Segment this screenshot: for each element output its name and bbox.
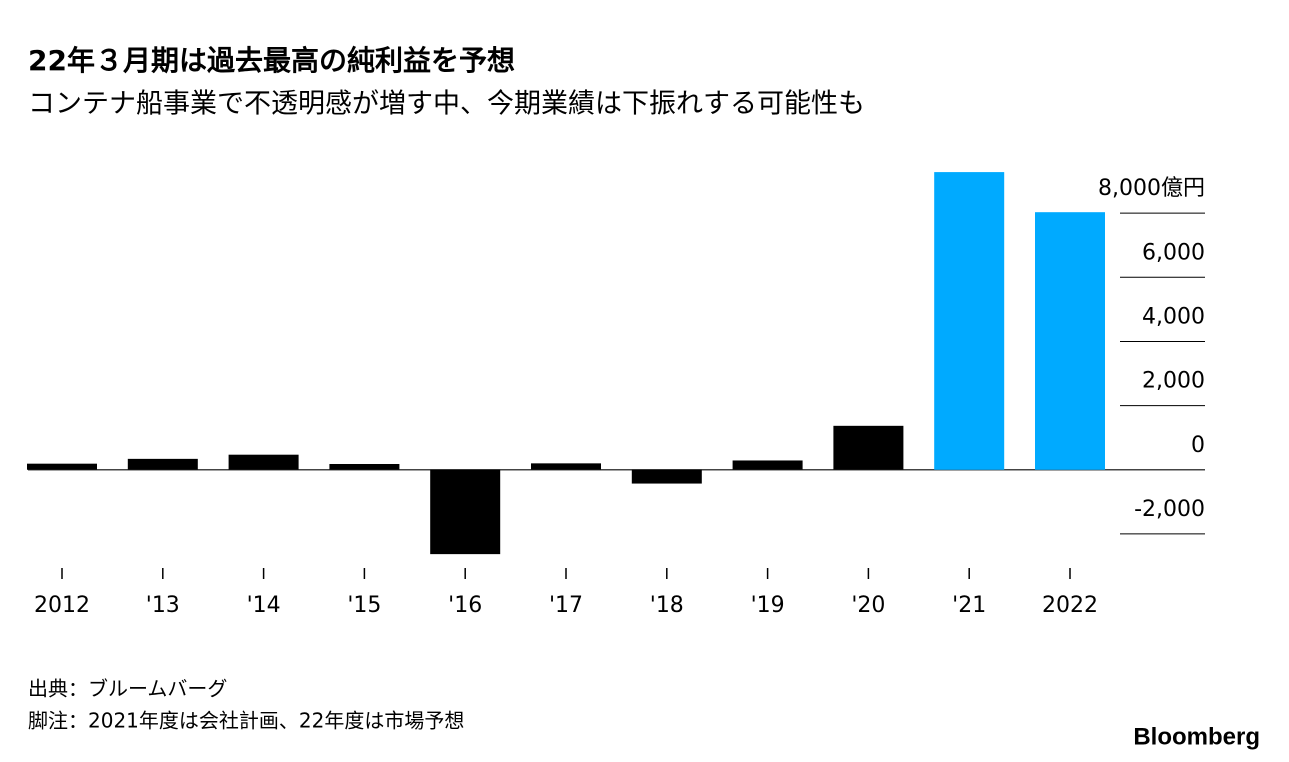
- x-tick-label: '21: [952, 593, 986, 618]
- source: 出典：ブルームバーグ: [28, 677, 227, 701]
- x-tick-label: '18: [650, 593, 684, 618]
- x-tick-label: '13: [146, 593, 180, 618]
- bar: [430, 469, 501, 555]
- bar: [127, 458, 198, 470]
- x-tick-label: '16: [448, 593, 482, 618]
- x-tick-label: 2022: [1042, 593, 1098, 618]
- bar: [27, 463, 97, 470]
- y-tick-label: 4,000: [1142, 304, 1205, 329]
- y-tick-label: 6,000: [1142, 240, 1205, 265]
- y-tick-label: 0: [1191, 433, 1205, 458]
- bar: [228, 454, 299, 470]
- chart-title: 22年３月期は過去最高の純利益を予想: [28, 44, 515, 77]
- bar: [732, 460, 803, 470]
- x-tick-label: '15: [347, 593, 381, 618]
- bar: [934, 172, 1005, 470]
- x-tick-label: '19: [751, 593, 785, 618]
- bar: [631, 469, 702, 484]
- x-tick-label: '20: [851, 593, 885, 618]
- bar: [1035, 212, 1105, 470]
- x-tick-label: 2012: [34, 593, 90, 618]
- footnote: 脚注：2021年度は会社計画、22年度は市場予想: [28, 709, 464, 733]
- x-tick-label: '17: [549, 593, 583, 618]
- brand-logo: Bloomberg: [1133, 723, 1260, 750]
- chart-subtitle: コンテナ船事業で不透明感が増す中、今期業績は下振れする可能性も: [28, 89, 865, 120]
- y-tick-label: -2,000: [1134, 497, 1205, 522]
- x-tick-label: '14: [247, 593, 281, 618]
- bar: [531, 463, 601, 470]
- y-tick-label: 8,000億円: [1098, 176, 1205, 201]
- bar: [833, 425, 904, 470]
- y-tick-label: 2,000: [1142, 369, 1205, 394]
- bar: [329, 463, 400, 470]
